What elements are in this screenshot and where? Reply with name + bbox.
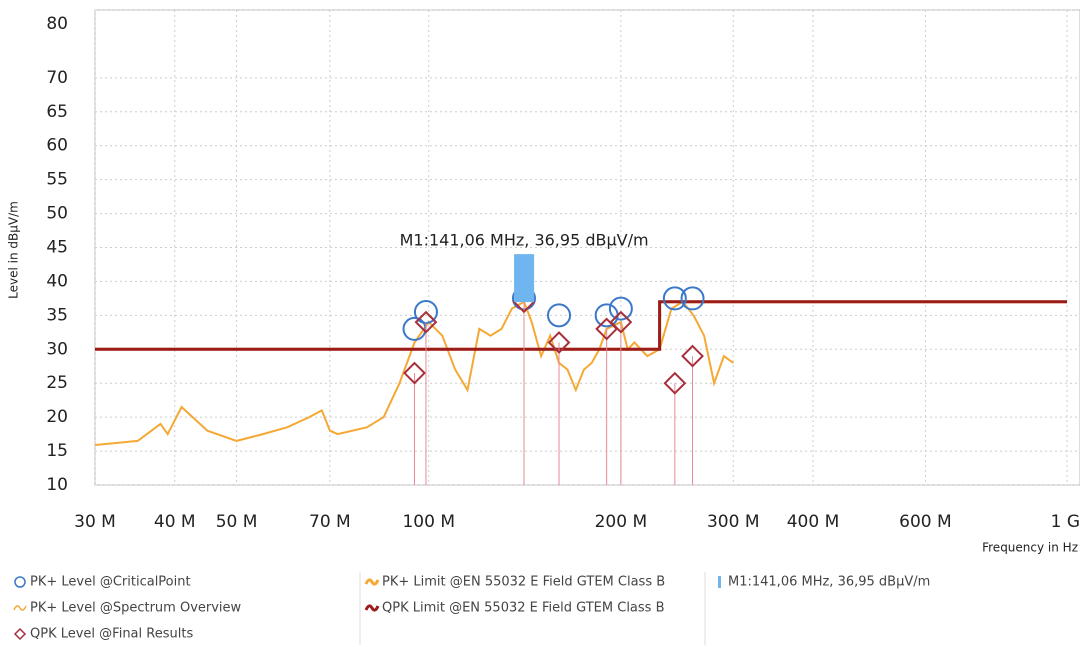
y-tick-label: 15	[46, 441, 68, 461]
x-tick-label: 40 M	[154, 512, 196, 532]
critical-point	[680, 286, 705, 311]
y-tick-label: 65	[46, 102, 68, 122]
x-tick-label: 600 M	[899, 512, 952, 532]
x-tick-label: 50 M	[216, 512, 258, 532]
final-result	[609, 310, 633, 334]
x-tick-label: 200 M	[595, 512, 648, 532]
final-result	[547, 331, 571, 354]
y-tick-label: 60	[46, 136, 68, 156]
legend-symbol	[364, 604, 380, 612]
final-result	[403, 361, 426, 385]
y-tick-label: 70	[46, 68, 68, 88]
y-tick-label: 35	[46, 305, 68, 325]
final-result	[681, 344, 704, 368]
legend-label: QPK Level @Final Results	[30, 627, 193, 642]
marker-label: M1:141,06 MHz, 36,95 dBµV/m	[400, 231, 649, 250]
y-tick-label: 10	[46, 475, 68, 495]
x-tick-label: 30 M	[74, 512, 116, 532]
legend-label: PK+ Level @CriticalPoint	[30, 575, 191, 590]
y-tick-label: 20	[46, 407, 68, 427]
legend-label: PK+ Level @Spectrum Overview	[30, 601, 242, 616]
x-tick-label: 400 M	[787, 512, 840, 532]
critical-point	[662, 286, 687, 311]
legend-symbol	[13, 605, 27, 611]
y-tick-label: 45	[46, 238, 68, 258]
legend-symbol	[364, 578, 380, 586]
legend-symbol	[14, 576, 26, 588]
y-tick-label: 55	[46, 170, 68, 190]
marker	[514, 254, 535, 303]
legend-label: QPK Limit @EN 55032 E Field GTEM Class B	[382, 601, 665, 616]
y-tick-label: 40	[46, 271, 68, 291]
x-tick-label: 1 G	[1051, 512, 1080, 532]
series-line	[95, 300, 1067, 351]
final-result	[663, 371, 687, 395]
legend-label: M1:141,06 MHz, 36,95 dBµV/m	[728, 575, 930, 590]
x-tick-label: 300 M	[707, 512, 760, 532]
y-tick-label: 30	[46, 339, 68, 359]
x-axis-label: Frequency in Hz	[982, 541, 1078, 555]
y-tick-label: 80	[46, 14, 68, 34]
final-result	[414, 310, 438, 334]
legend-symbol	[13, 627, 27, 641]
series-line	[95, 300, 734, 446]
legend-symbol	[718, 576, 721, 588]
x-tick-label: 100 M	[402, 512, 455, 532]
critical-point	[608, 296, 633, 321]
x-tick-label: 70 M	[309, 512, 351, 532]
legend-label: PK+ Limit @EN 55032 E Field GTEM Class B	[382, 575, 665, 590]
critical-point	[547, 303, 572, 328]
y-tick-label: 50	[46, 204, 68, 224]
y-tick-label: 25	[46, 373, 68, 393]
y-axis-label: Level in dBµV/m	[7, 201, 21, 299]
